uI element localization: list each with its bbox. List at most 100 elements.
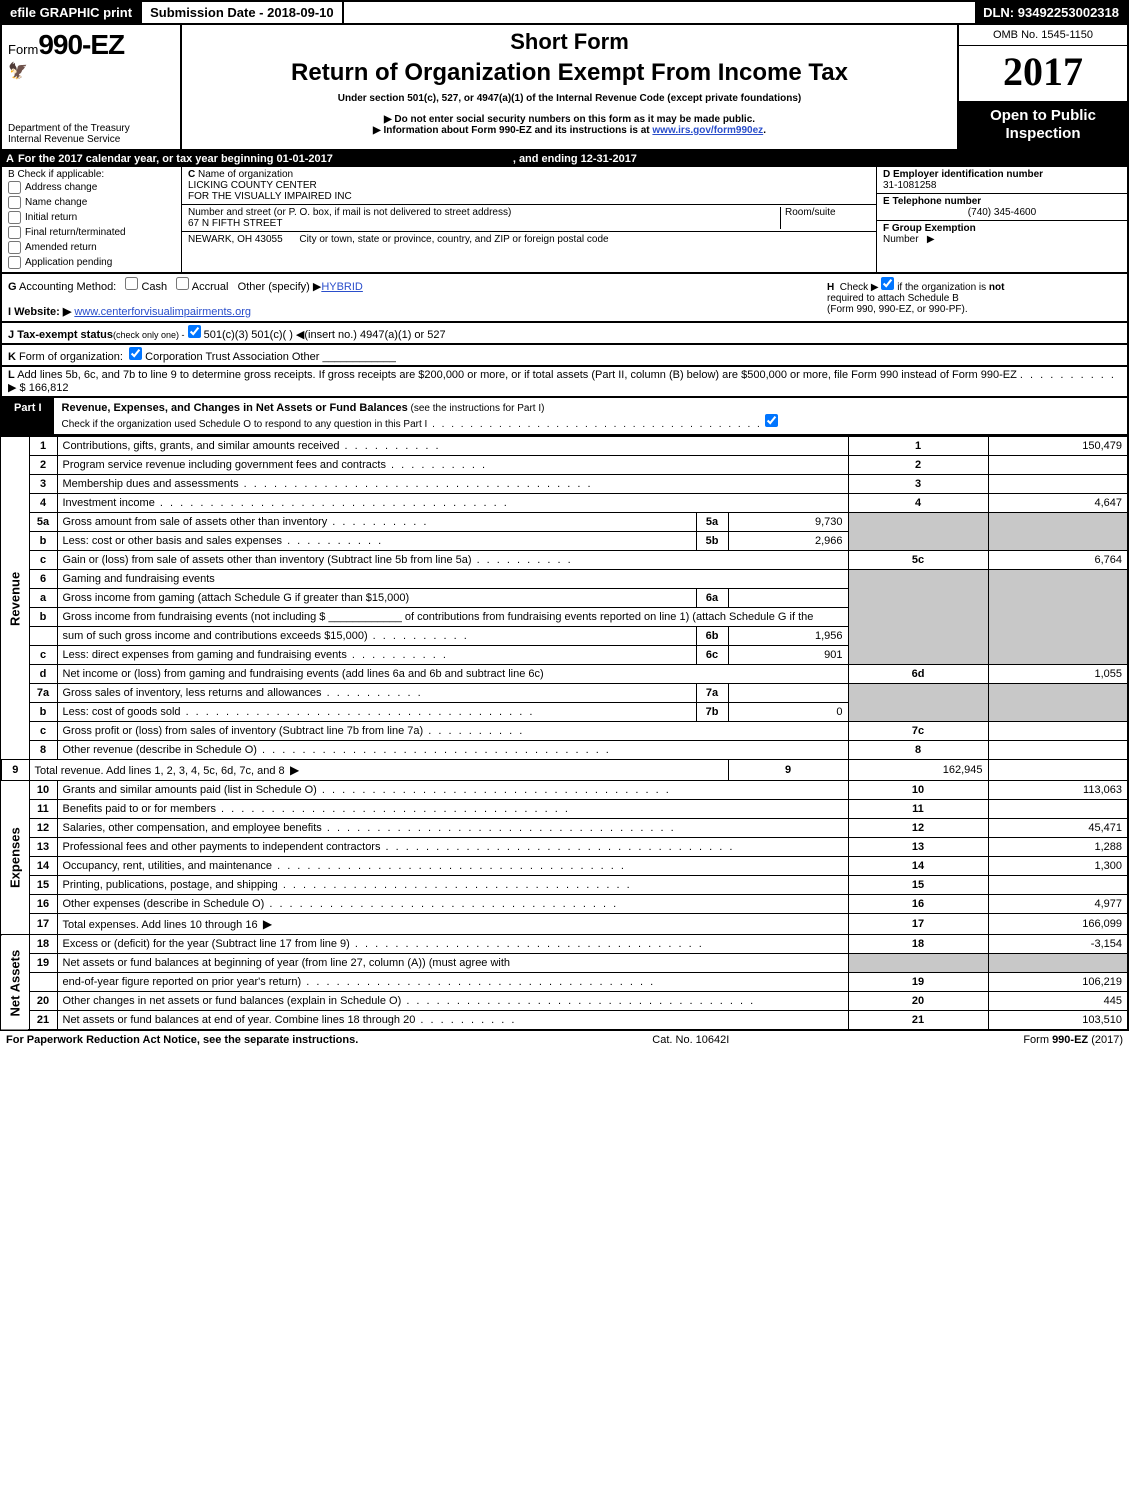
num-16: 16 bbox=[848, 895, 988, 914]
val-5c: 6,764 bbox=[988, 551, 1128, 570]
val-20: 445 bbox=[988, 992, 1128, 1011]
desc-3: Membership dues and assessments bbox=[63, 478, 239, 490]
checkbox-name-change[interactable]: Name change bbox=[8, 195, 175, 210]
ln-16: 16 bbox=[29, 895, 57, 914]
cb-name-change[interactable] bbox=[8, 196, 21, 209]
checkbox-final-return[interactable]: Final return/terminated bbox=[8, 225, 175, 240]
e-row: E Telephone number (740) 345-4600 bbox=[877, 194, 1127, 221]
num-15: 15 bbox=[848, 876, 988, 895]
subval-6b: 1,956 bbox=[728, 627, 848, 646]
val-18: -3,154 bbox=[988, 935, 1128, 954]
cb-app-pending[interactable] bbox=[8, 256, 21, 269]
checkbox-amended[interactable]: Amended return bbox=[8, 240, 175, 255]
cb-final-return[interactable] bbox=[8, 226, 21, 239]
desc-10: Grants and similar amounts paid (list in… bbox=[63, 784, 317, 796]
desc-20: Other changes in net assets or fund bala… bbox=[63, 995, 402, 1007]
c-name-row: C Name of organization LICKING COUNTY CE… bbox=[182, 167, 876, 205]
lbl-address-change: Address change bbox=[25, 182, 97, 193]
bcdef-row: B Check if applicable: Address change Na… bbox=[2, 167, 1127, 272]
num-5c: 5c bbox=[848, 551, 988, 570]
row-20: 20 Other changes in net assets or fund b… bbox=[1, 992, 1128, 1011]
row-19-text: 19 Net assets or fund balances at beginn… bbox=[1, 954, 1128, 973]
ln-3: 3 bbox=[29, 475, 57, 494]
b-header: B Check if applicable: bbox=[8, 169, 175, 180]
num-3: 3 bbox=[848, 475, 988, 494]
num-13: 13 bbox=[848, 838, 988, 857]
cb-initial-return[interactable] bbox=[8, 211, 21, 224]
line-j: J Tax-exempt status(check only one) - 50… bbox=[0, 323, 1129, 345]
return-title: Return of Organization Exempt From Incom… bbox=[190, 59, 949, 87]
row-13: 13 Professional fees and other payments … bbox=[1, 838, 1128, 857]
val-13: 1,288 bbox=[988, 838, 1128, 857]
row-9: 9 Total revenue. Add lines 1, 2, 3, 4, 5… bbox=[1, 760, 1128, 781]
accounting-other-value[interactable]: HYBRID bbox=[321, 281, 363, 293]
c-name-label: Name of organization bbox=[198, 169, 293, 180]
desc-5c: Gain or (loss) from sale of assets other… bbox=[63, 554, 472, 566]
cb-schedule-b[interactable] bbox=[881, 277, 894, 290]
num-1: 1 bbox=[848, 437, 988, 456]
num-6d: 6d bbox=[848, 665, 988, 684]
form-990ez: 990-EZ bbox=[38, 29, 124, 60]
checkbox-address-change[interactable]: Address change bbox=[8, 180, 175, 195]
checkbox-app-pending[interactable]: Application pending bbox=[8, 255, 175, 270]
tax-year: 2017 bbox=[959, 46, 1127, 101]
room-suite-label: Room/suite bbox=[785, 207, 836, 218]
num-17: 17 bbox=[848, 914, 988, 935]
cb-amended[interactable] bbox=[8, 241, 21, 254]
cat-no: Cat. No. 10642I bbox=[652, 1034, 729, 1046]
website-link[interactable]: www.centerforvisualimpairments.org bbox=[74, 306, 251, 318]
col-b: B Check if applicable: Address change Na… bbox=[2, 167, 182, 272]
c-city-row: NEWARK, OH 43055 City or town, state or … bbox=[182, 232, 876, 247]
ln-12: 12 bbox=[29, 819, 57, 838]
checkbox-initial-return[interactable]: Initial return bbox=[8, 210, 175, 225]
num-12: 12 bbox=[848, 819, 988, 838]
submission-date-label: Submission Date - bbox=[150, 5, 267, 20]
j-sub: (check only one) - bbox=[113, 330, 185, 340]
ln-6: 6 bbox=[29, 570, 57, 589]
num-21: 21 bbox=[848, 1011, 988, 1031]
row-12: 12 Salaries, other compensation, and emp… bbox=[1, 819, 1128, 838]
val-19: 106,219 bbox=[988, 973, 1128, 992]
l-text: Add lines 5b, 6c, and 7b to line 9 to de… bbox=[17, 369, 1017, 381]
shade-5ab bbox=[848, 513, 988, 551]
dln: DLN: 93492253002318 bbox=[975, 2, 1127, 23]
cb-cash[interactable] bbox=[125, 277, 138, 290]
num-9: 9 bbox=[728, 760, 848, 781]
topbar: efile GRAPHIC print Submission Date - 20… bbox=[0, 0, 1129, 25]
val-4: 4,647 bbox=[988, 494, 1128, 513]
cb-accrual[interactable] bbox=[176, 277, 189, 290]
val-2 bbox=[988, 456, 1128, 475]
row-16: 16 Other expenses (describe in Schedule … bbox=[1, 895, 1128, 914]
row-21: 21 Net assets or fund balances at end of… bbox=[1, 1011, 1128, 1031]
cb-corporation[interactable] bbox=[129, 347, 142, 360]
row-6: 6 Gaming and fundraising events bbox=[1, 570, 1128, 589]
line-g-h: G Accounting Method: Cash Accrual Other … bbox=[0, 274, 1129, 323]
cb-schedule-o[interactable] bbox=[765, 414, 778, 427]
info-link[interactable]: www.irs.gov/form990ez bbox=[652, 125, 763, 136]
form-ref-pre: Form bbox=[1023, 1034, 1052, 1046]
num-7c: 7c bbox=[848, 722, 988, 741]
desc-18: Excess or (deficit) for the year (Subtra… bbox=[63, 938, 350, 950]
acct-label: Accounting Method: bbox=[19, 281, 116, 293]
lbl-app-pending: Application pending bbox=[25, 257, 112, 268]
part-i-check-text: Check if the organization used Schedule … bbox=[62, 419, 428, 430]
c-addr-row: Number and street (or P. O. box, if mail… bbox=[182, 205, 876, 232]
info-pre: ▶ Information about Form 990-EZ and its … bbox=[373, 125, 652, 136]
cb-501c3[interactable] bbox=[188, 325, 201, 338]
cb-address-change[interactable] bbox=[8, 181, 21, 194]
num-10: 10 bbox=[848, 781, 988, 800]
form-number: Form990-EZ 🦅 bbox=[8, 29, 174, 81]
shade-6-val bbox=[988, 570, 1128, 665]
part-i-title-block: Revenue, Expenses, and Changes in Net As… bbox=[54, 398, 1127, 434]
lbl-cash: Cash bbox=[141, 281, 167, 293]
shade-5ab-val bbox=[988, 513, 1128, 551]
ein-value: 31-1081258 bbox=[883, 180, 936, 191]
num-11: 11 bbox=[848, 800, 988, 819]
row-2: 2 Program service revenue including gove… bbox=[1, 456, 1128, 475]
desc-14: Occupancy, rent, utilities, and maintena… bbox=[63, 860, 273, 872]
h-not: not bbox=[989, 282, 1005, 293]
num-18: 18 bbox=[848, 935, 988, 954]
a-text2: , and ending 12-31-2017 bbox=[513, 153, 637, 165]
omb-number: OMB No. 1545-1150 bbox=[959, 25, 1127, 46]
revenue-vlabel: Revenue bbox=[1, 437, 29, 760]
